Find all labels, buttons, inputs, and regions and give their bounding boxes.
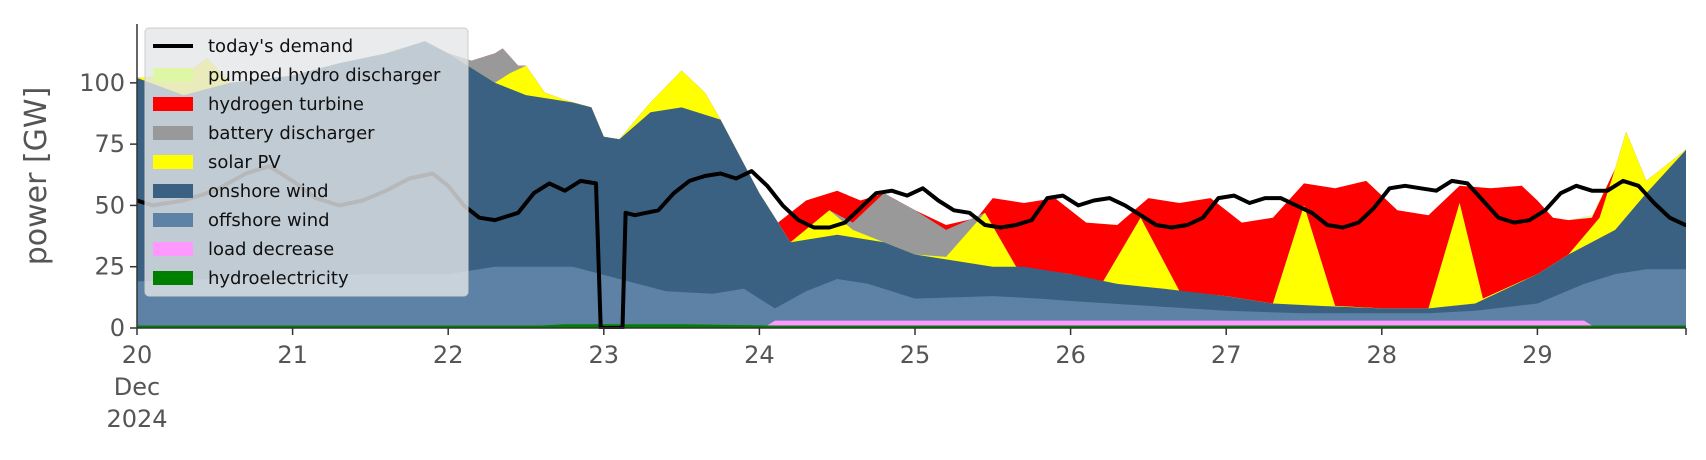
legend-label-today-s-demand: today's demand: [208, 36, 353, 57]
x-tick-label: 22: [433, 341, 464, 369]
legend-swatch-offshore-wind: [153, 213, 193, 227]
y-tick-label: 100: [79, 69, 125, 97]
legend-swatch-pumped-hydro-discharger: [153, 68, 193, 82]
legend-label-hydrogen-turbine: hydrogen turbine: [208, 94, 364, 115]
legend-label-solar-pv: solar PV: [208, 152, 281, 173]
y-tick-label: 50: [94, 191, 125, 219]
area-onshore-wind: [137, 41, 1686, 328]
legend-label-pumped-hydro-discharger: pumped hydro discharger: [208, 65, 441, 86]
y-tick-label: 0: [110, 314, 125, 342]
legend-swatch-onshore-wind: [153, 184, 193, 198]
legend-swatch-hydroelectricity: [153, 271, 193, 285]
legend-label-load-decrease: load decrease: [208, 239, 334, 260]
y-tick-label: 25: [94, 253, 125, 281]
legend-label-onshore-wind: onshore wind: [208, 181, 329, 202]
x-tick-label: 28: [1367, 341, 1398, 369]
legend: today's demand pumped hydro discharger hyd…: [144, 27, 469, 297]
x-tick-label: 21: [277, 341, 308, 369]
y-tick-label: 75: [94, 130, 125, 158]
x-ticks: 20 Dec 2024 21 22 23 24 25 26 27 28 29: [106, 328, 1687, 433]
legend-label-offshore-wind: offshore wind: [208, 210, 330, 231]
legend-swatch-battery-discharger: [153, 126, 193, 140]
x-tick-label: 25: [900, 341, 931, 369]
y-ticks: 0 25 50 75 100: [79, 69, 137, 342]
x-tick-label: 26: [1055, 341, 1086, 369]
area-hydroelectricity: [137, 324, 1686, 328]
x-tick-label: 24: [744, 341, 775, 369]
x-tick-label: 27: [1211, 341, 1242, 369]
legend-swatch-hydrogen-turbine: [153, 97, 193, 111]
legend-swatch-load-decrease: [153, 242, 193, 256]
demand-line-layer: [137, 164, 1686, 329]
legend-swatch-solar-pv: [153, 155, 193, 169]
axes: [136, 24, 1686, 329]
series-line-today-s-demand: [137, 164, 1686, 329]
x-tick-label: 23: [589, 341, 620, 369]
legend-label-hydroelectricity: hydroelectricity: [208, 268, 349, 289]
legend-box: [144, 27, 469, 297]
area-offshore-wind: [137, 266, 1686, 328]
stacked-areas: [137, 41, 1686, 328]
legend-label-battery-discharger: battery discharger: [208, 123, 375, 144]
y-axis-title: power [GW]: [19, 87, 54, 266]
x-tick-label: 29: [1522, 341, 1553, 369]
x-tick-label: 20 Dec 2024: [106, 341, 167, 433]
